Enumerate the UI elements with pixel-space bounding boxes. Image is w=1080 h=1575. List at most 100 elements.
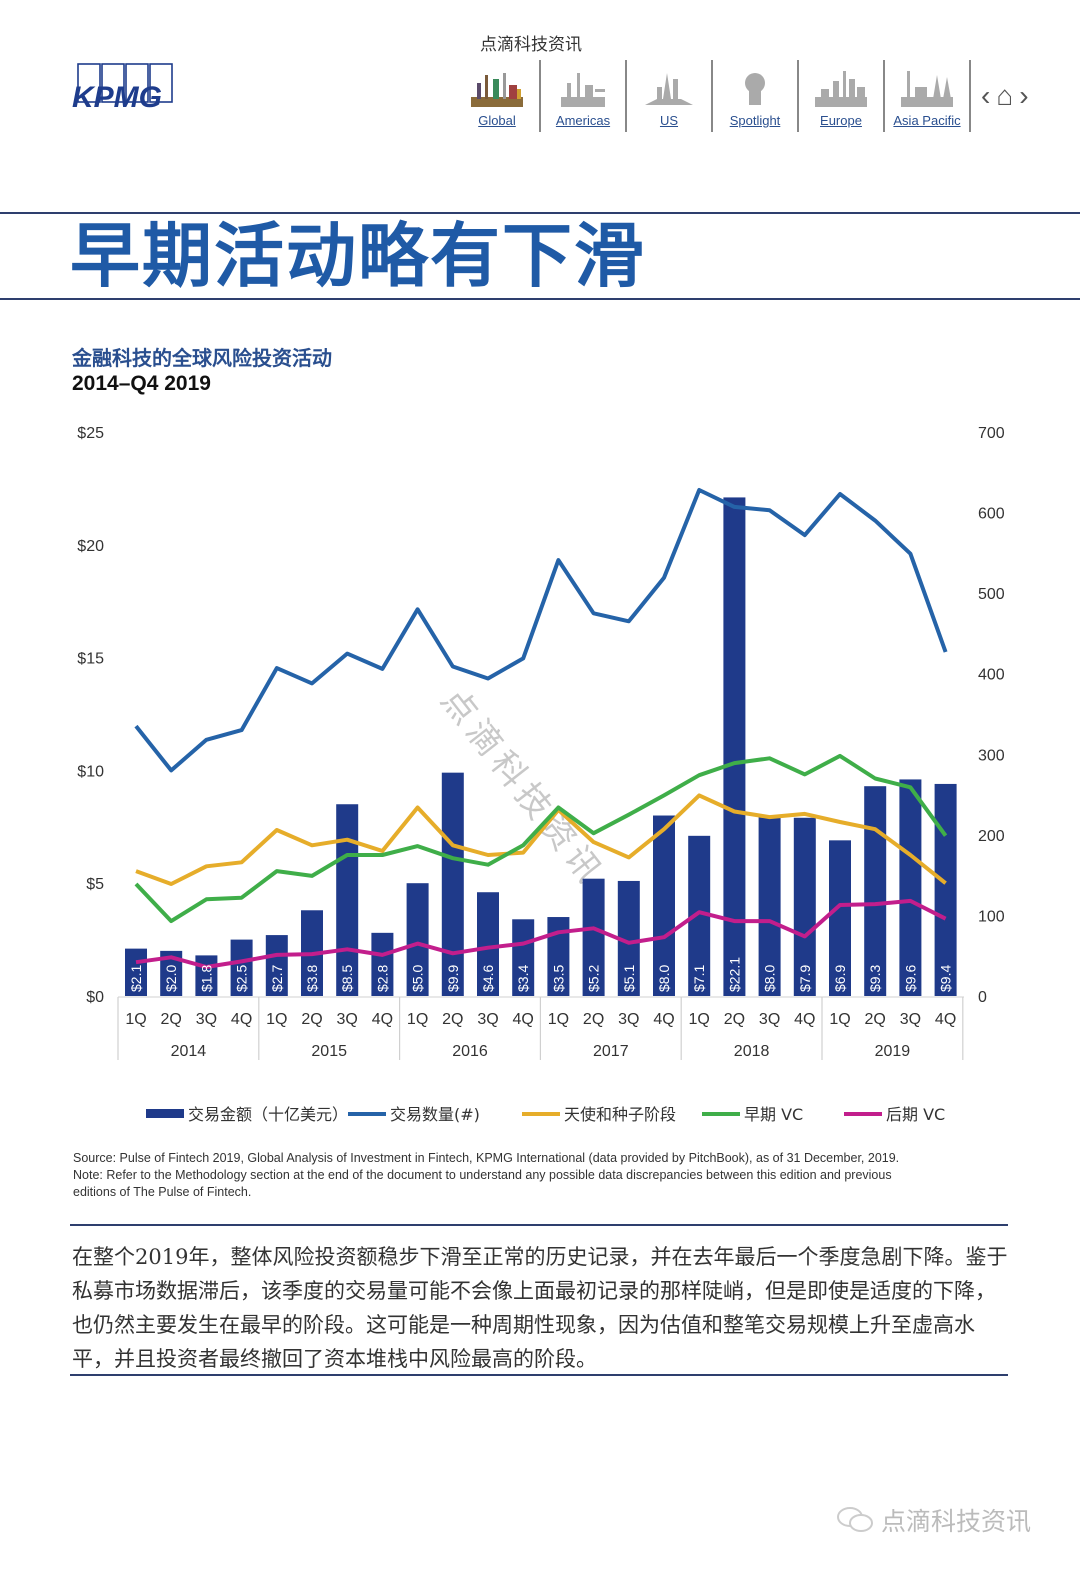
x-tick-label: 4Q <box>794 1011 815 1028</box>
y-left-tick-label: $25 <box>77 425 104 442</box>
y-right-tick-label: 400 <box>978 667 1005 684</box>
x-year-label: 2016 <box>452 1043 488 1060</box>
bar-data-label: $6.9 <box>832 965 848 992</box>
legend-swatch <box>702 1112 740 1116</box>
legend-label: 早期 VC <box>744 1105 803 1124</box>
line-series-4 <box>135 898 947 969</box>
home-icon[interactable]: ⌂ <box>996 80 1014 111</box>
nav-item-asia-pacific[interactable]: Asia Pacific <box>885 60 971 132</box>
bar-deal-value <box>582 878 605 996</box>
bar-deal-value <box>864 786 887 996</box>
x-tick-label: 4Q <box>935 1011 956 1028</box>
y-left-tick-label: $5 <box>86 876 104 893</box>
region-nav: Global Americas US Spotlight Europe Asia… <box>455 60 1029 135</box>
venture-activity-chart: $0$5$10$15$20$250100200300400500600700点滴… <box>77 425 1005 1124</box>
legend-swatch <box>844 1112 882 1116</box>
legend-label: 交易数量(#) <box>390 1105 480 1124</box>
nav-label: Americas <box>555 113 611 128</box>
bar-deal-value <box>723 497 746 996</box>
x-tick-label: 4Q <box>653 1011 674 1028</box>
page-title: 早期活动略有下滑 <box>70 215 646 297</box>
x-tick-label: 3Q <box>477 1011 498 1028</box>
x-tick-label: 3Q <box>337 1011 358 1028</box>
bar-deal-value <box>547 917 570 996</box>
y-right-tick-label: 0 <box>978 989 987 1006</box>
asia-pacific-skyline-icon <box>901 71 953 107</box>
headline-top-rule <box>0 212 1080 214</box>
x-tick-label: 3Q <box>196 1011 217 1028</box>
note-line-cont: editions of The Pulse of Fintech. <box>73 1185 252 1199</box>
logo-text: KPMG <box>72 81 162 112</box>
global-skyline-icon <box>471 73 523 107</box>
y-left-tick-label: $20 <box>77 538 104 555</box>
line-series-1 <box>134 488 948 773</box>
x-year-label: 2014 <box>171 1043 207 1060</box>
y-right-tick-label: 500 <box>978 586 1005 603</box>
nav-item-americas[interactable]: Americas <box>541 60 627 132</box>
x-tick-label: 3Q <box>759 1011 780 1028</box>
x-tick-label: 3Q <box>618 1011 639 1028</box>
x-tick-label: 1Q <box>407 1011 428 1028</box>
spotlight-bust-icon <box>745 73 765 105</box>
body-bottom-rule <box>70 1374 1008 1376</box>
europe-skyline-icon <box>815 71 867 107</box>
nav-label: US <box>659 113 679 128</box>
x-tick-label: 1Q <box>548 1011 569 1028</box>
chart-subtitle: 2014–Q4 2019 <box>72 372 211 395</box>
us-skyline-icon <box>645 73 693 105</box>
bar-data-label: $2.0 <box>163 965 179 992</box>
bar-data-label: $8.0 <box>762 965 778 992</box>
bar-data-label: $2.8 <box>374 965 390 992</box>
nav-item-us[interactable]: US <box>627 60 713 132</box>
x-tick-label: 2Q <box>724 1011 745 1028</box>
nav-item-spotlight[interactable]: Spotlight <box>713 60 799 132</box>
bar-deal-value <box>829 840 851 996</box>
x-tick-label: 2Q <box>161 1011 182 1028</box>
nav-controls: ‹ ⌂ › <box>971 60 1029 132</box>
headline-bottom-rule <box>0 298 1080 300</box>
x-tick-label: 1Q <box>689 1011 710 1028</box>
chevron-right-icon[interactable]: › <box>1019 80 1029 111</box>
legend-swatch <box>522 1112 560 1116</box>
legend-swatch <box>348 1112 386 1116</box>
bar-deal-value <box>934 783 957 996</box>
bar-deal-value <box>617 880 640 996</box>
bar-data-label: $3.4 <box>515 965 531 992</box>
legend-label: 后期 VC <box>886 1105 945 1124</box>
bar-deal-value <box>899 779 922 996</box>
chevron-left-icon[interactable]: ‹ <box>981 80 991 111</box>
y-right-tick-label: 100 <box>978 908 1005 925</box>
bar-data-label: $3.5 <box>550 965 566 992</box>
bar-data-label: $9.3 <box>867 965 883 992</box>
nav-label: Global <box>478 113 516 128</box>
wechat-label: 点滴科技资讯 <box>881 1507 1032 1536</box>
bar-data-label: $9.6 <box>902 965 918 992</box>
y-left-tick-label: $10 <box>77 763 104 780</box>
body-paragraph: 在整个2019年，整体风险投资额稳步下滑至正常的历史记录，并在去年最后一个季度急… <box>72 1245 1008 1371</box>
source-line: Source: Pulse of Fintech 2019, Global An… <box>73 1151 900 1165</box>
chart-title: 金融科技的全球风险投资活动 <box>72 348 332 370</box>
bar-deal-value <box>441 772 464 996</box>
x-tick-label: 1Q <box>125 1011 146 1028</box>
bar-data-label: $2.7 <box>269 965 285 992</box>
x-tick-label: 2Q <box>865 1011 886 1028</box>
bar-deal-value <box>793 817 816 996</box>
nav-item-global[interactable]: Global <box>455 60 541 132</box>
legend-swatch <box>146 1109 184 1118</box>
nav-item-europe[interactable]: Europe <box>799 60 885 132</box>
nav-label: Europe <box>820 113 862 128</box>
bar-data-label: $8.5 <box>339 965 355 992</box>
x-tick-label: 3Q <box>900 1011 921 1028</box>
bar-data-label: $9.4 <box>938 965 954 992</box>
x-tick-label: 4Q <box>372 1011 393 1028</box>
legend-label: 天使和种子阶段 <box>564 1105 676 1124</box>
nav-label: Asia Pacific <box>893 113 961 128</box>
bar-deal-value <box>371 932 394 996</box>
bar-deal-value <box>265 935 288 996</box>
kpmg-logo: KPMG <box>70 62 190 114</box>
note-line: Note: Refer to the Methodology section a… <box>73 1168 892 1182</box>
x-tick-label: 1Q <box>829 1011 850 1028</box>
bar-deal-value <box>230 939 253 996</box>
x-tick-label: 2Q <box>583 1011 604 1028</box>
bar-data-label: $4.6 <box>480 965 496 992</box>
